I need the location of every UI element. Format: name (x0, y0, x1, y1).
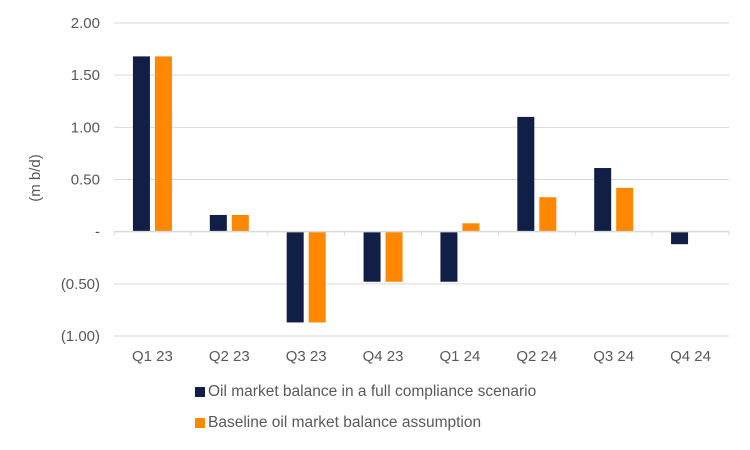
y-tick-label: (0.50) (61, 276, 100, 293)
bar-full-compliance-q2-24 (517, 116, 535, 232)
bar-baseline-q2-24 (539, 197, 557, 232)
y-tick-label: 1.00 (71, 119, 100, 136)
bar-baseline-q1-24 (462, 223, 480, 232)
x-axis-ticks: Q1 23 Q2 23 Q3 23 Q4 23 Q1 24 Q2 24 Q3 24 Q4 24 (132, 348, 711, 365)
bar-baseline-q3-23 (308, 231, 326, 323)
y-tick-label: 2.00 (71, 15, 100, 32)
x-tick-label: Q2 24 (516, 348, 557, 365)
legend-swatch-navy (195, 387, 205, 397)
bar-full-compliance-q2-23 (209, 214, 227, 232)
bar-full-compliance-q4-24 (671, 231, 689, 245)
x-tick-label: Q2 23 (209, 348, 250, 365)
bar-full-compliance-q4-23 (363, 231, 381, 282)
bar-full-compliance-q3-24 (594, 168, 612, 232)
legend-item-full-compliance: Oil market balance in a full compliance … (195, 383, 536, 401)
y-tick-label: (1.00) (61, 328, 100, 345)
y-axis-ticks: 2.00 1.50 1.00 0.50 - (0.50) (1.00) (61, 15, 100, 345)
x-tick-label: Q3 23 (286, 348, 327, 365)
x-axis (113, 230, 730, 236)
gridlines (114, 22, 729, 337)
y-tick-label: 1.50 (71, 67, 100, 84)
bar-full-compliance-q1-24 (440, 231, 458, 282)
y-tick-label: 0.50 (71, 172, 100, 189)
legend-item-baseline: Baseline oil market balance assumption (195, 414, 481, 432)
x-tick-label: Q1 23 (132, 348, 173, 365)
y-axis-label: (m b/d) (27, 154, 44, 202)
bar-full-compliance-q1-23 (132, 56, 150, 232)
legend-label: Baseline oil market balance assumption (208, 414, 482, 431)
bar-baseline-q1-23 (154, 56, 172, 232)
x-tick-label: Q3 24 (593, 348, 634, 365)
bar-full-compliance-q3-23 (286, 231, 304, 323)
x-tick-label: Q4 23 (363, 348, 404, 365)
legend-swatch-orange (195, 418, 205, 428)
x-tick-label: Q1 24 (440, 348, 481, 365)
bar-baseline-q3-24 (616, 187, 634, 232)
bar-baseline-q4-23 (385, 231, 403, 282)
legend-label: Oil market balance in a full compliance … (208, 383, 537, 400)
bar-baseline-q2-23 (231, 214, 249, 232)
y-tick-label: - (95, 224, 100, 241)
x-tick-label: Q4 24 (670, 348, 711, 365)
bars (132, 56, 689, 323)
